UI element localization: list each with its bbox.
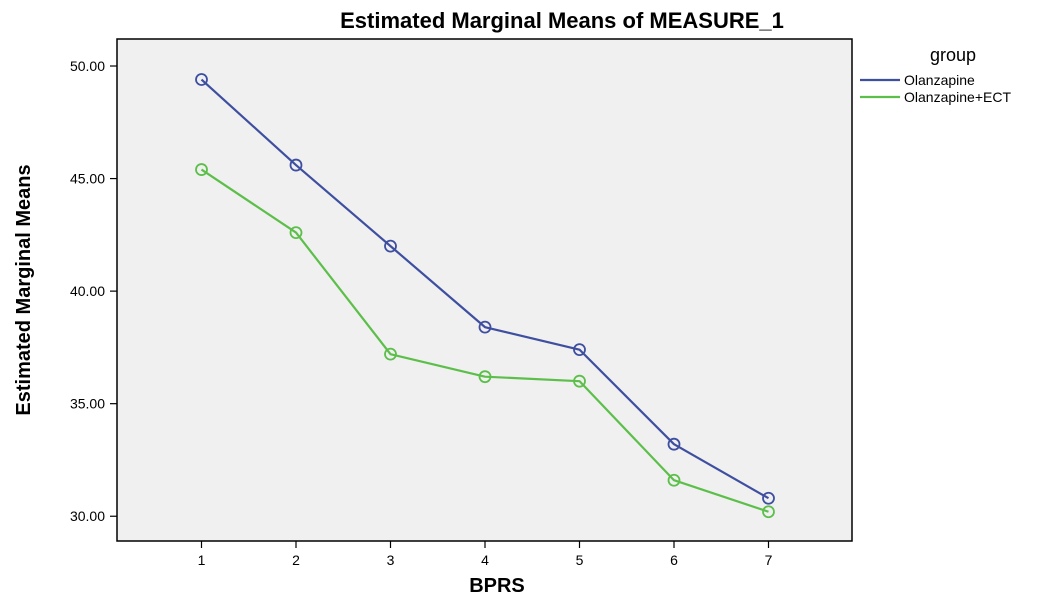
y-axis: 30.00 35.00 40.00 45.00 50.00: [70, 58, 117, 524]
x-axis: 1 2 3 4 5 6 7: [198, 541, 773, 568]
data-point: [762, 491, 775, 505]
data-point: [384, 347, 397, 361]
x-tick-label: 6: [670, 552, 678, 568]
data-point: [573, 343, 586, 357]
y-tick-label: 45.00: [70, 171, 105, 187]
legend-title: group: [930, 45, 976, 65]
x-tick-label: 7: [765, 552, 773, 568]
series-layer: [195, 73, 775, 519]
data-point: [478, 370, 492, 384]
data-point: [478, 320, 492, 334]
series-line: [200, 168, 769, 513]
legend-label: Olanzapine+ECT: [904, 89, 1011, 105]
legend-label: Olanzapine: [904, 72, 975, 88]
y-tick-label: 35.00: [70, 396, 105, 412]
data-point: [289, 226, 303, 239]
x-tick-label: 4: [481, 552, 489, 568]
data-point: [289, 158, 303, 172]
x-axis-label: BPRS: [469, 575, 525, 594]
data-point: [195, 73, 208, 86]
data-point: [573, 374, 586, 388]
chart-title: Estimated Marginal Means of MEASURE_1: [340, 8, 784, 33]
data-point: [667, 473, 681, 487]
series-line: [200, 78, 770, 500]
series-olanzapine-ect: [195, 163, 775, 519]
data-point: [384, 239, 397, 253]
data-point: [762, 505, 775, 519]
y-tick-label: 50.00: [70, 58, 105, 74]
y-tick-label: 40.00: [70, 283, 105, 299]
series-olanzapine: [195, 73, 775, 505]
data-point: [667, 437, 681, 451]
x-tick-label: 2: [292, 552, 300, 568]
y-tick-label: 30.00: [70, 508, 105, 524]
plot-area: [116, 38, 853, 542]
y-axis-label: Estimated Marginal Means: [13, 164, 35, 415]
x-tick-label: 1: [198, 552, 206, 568]
x-tick-label: 3: [387, 552, 395, 568]
data-point: [195, 163, 208, 176]
x-tick-label: 5: [576, 552, 584, 568]
